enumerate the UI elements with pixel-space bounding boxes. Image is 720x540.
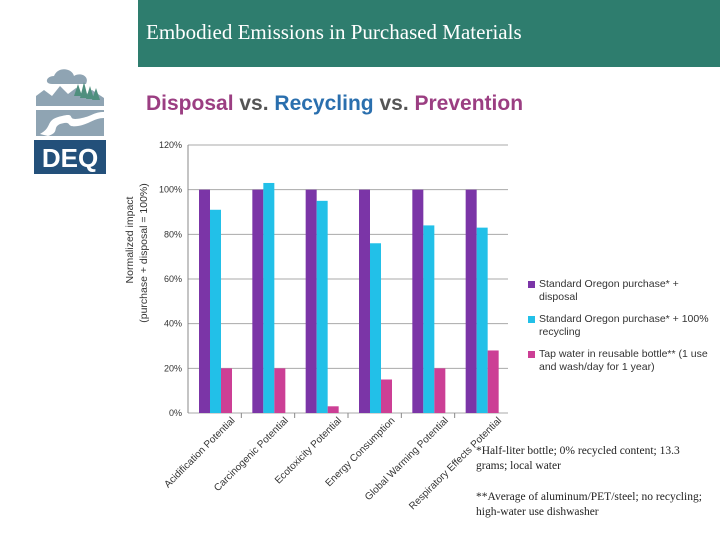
bar-tap-water [327, 406, 339, 413]
bar-disposal [412, 189, 424, 413]
bar-recycling [263, 182, 275, 413]
legend-item-tap-water: Tap water in reusable bottle** (1 use an… [528, 348, 713, 374]
subtitle-recycling: Recycling [274, 92, 374, 115]
bar-disposal [359, 189, 370, 413]
bar-recycling [423, 225, 435, 413]
bar-tap-water [274, 368, 286, 413]
legend-swatch-tap-water [528, 351, 535, 358]
bar-disposal [305, 189, 317, 413]
chart-y-ticks: 0% 20% 40% 60% 80% 100% 120% [159, 140, 182, 418]
legend-label-recycling: Standard Oregon purchase* + 100% recycli… [539, 313, 709, 338]
bar-tap-water [487, 350, 499, 413]
logo-text: DEQ [42, 143, 98, 173]
y-tick-label: 100% [159, 185, 182, 195]
bar-recycling [370, 243, 381, 413]
bar-disposal [465, 189, 477, 413]
deq-logo: DEQ [34, 69, 106, 174]
y-tick-label: 20% [164, 363, 182, 373]
bar-recycling [316, 200, 328, 413]
slide-title: Embodied Emissions in Purchased Material… [146, 20, 522, 44]
chart-grid [187, 144, 508, 418]
bar-recycling [476, 227, 488, 413]
legend-item-recycling: Standard Oregon purchase* + 100% recycli… [528, 313, 713, 339]
legend-item-disposal: Standard Oregon purchase* + disposal [528, 278, 713, 304]
subtitle-disposal: Disposal [146, 92, 234, 115]
footnote-bottle: *Half-liter bottle; 0% recycled content;… [476, 445, 680, 472]
header-bar: Embodied Emissions in Purchased Material… [138, 0, 720, 67]
bar-tap-water [221, 368, 232, 413]
y-tick-label: 60% [164, 274, 182, 284]
y-tick-label: 80% [164, 229, 182, 239]
legend-swatch-disposal [528, 281, 535, 288]
subtitle-prevention: Prevention [414, 92, 524, 115]
y-tick-label: 40% [164, 319, 182, 329]
bar-disposal [252, 189, 264, 413]
landscape-icon [36, 69, 104, 136]
y-tick-label: 120% [159, 140, 182, 150]
chart-bars [199, 182, 499, 413]
bar-tap-water [434, 368, 446, 413]
footnote-average: **Average of aluminum/PET/steel; no recy… [476, 491, 702, 518]
legend-label-disposal: Standard Oregon purchase* + disposal [539, 278, 679, 303]
bar-tap-water [381, 379, 392, 413]
legend-swatch-recycling [528, 316, 535, 323]
bar-disposal [199, 189, 210, 413]
subtitle-sep-2: vs. [373, 92, 415, 115]
legend-label-tap-water: Tap water in reusable bottle** (1 use an… [539, 348, 708, 373]
chart-legend: Standard Oregon purchase* + disposal Sta… [528, 278, 713, 383]
y-axis-label-line1: Normalized impact [124, 196, 136, 283]
subtitle-sep-1: vs. [233, 92, 275, 115]
y-axis-label-line2: (purchase + disposal = 100%) [138, 183, 150, 323]
chart-subtitle: Disposal vs. Recycling vs. Prevention [146, 92, 523, 116]
bar-recycling [210, 209, 221, 413]
y-tick-label: 0% [169, 408, 182, 418]
